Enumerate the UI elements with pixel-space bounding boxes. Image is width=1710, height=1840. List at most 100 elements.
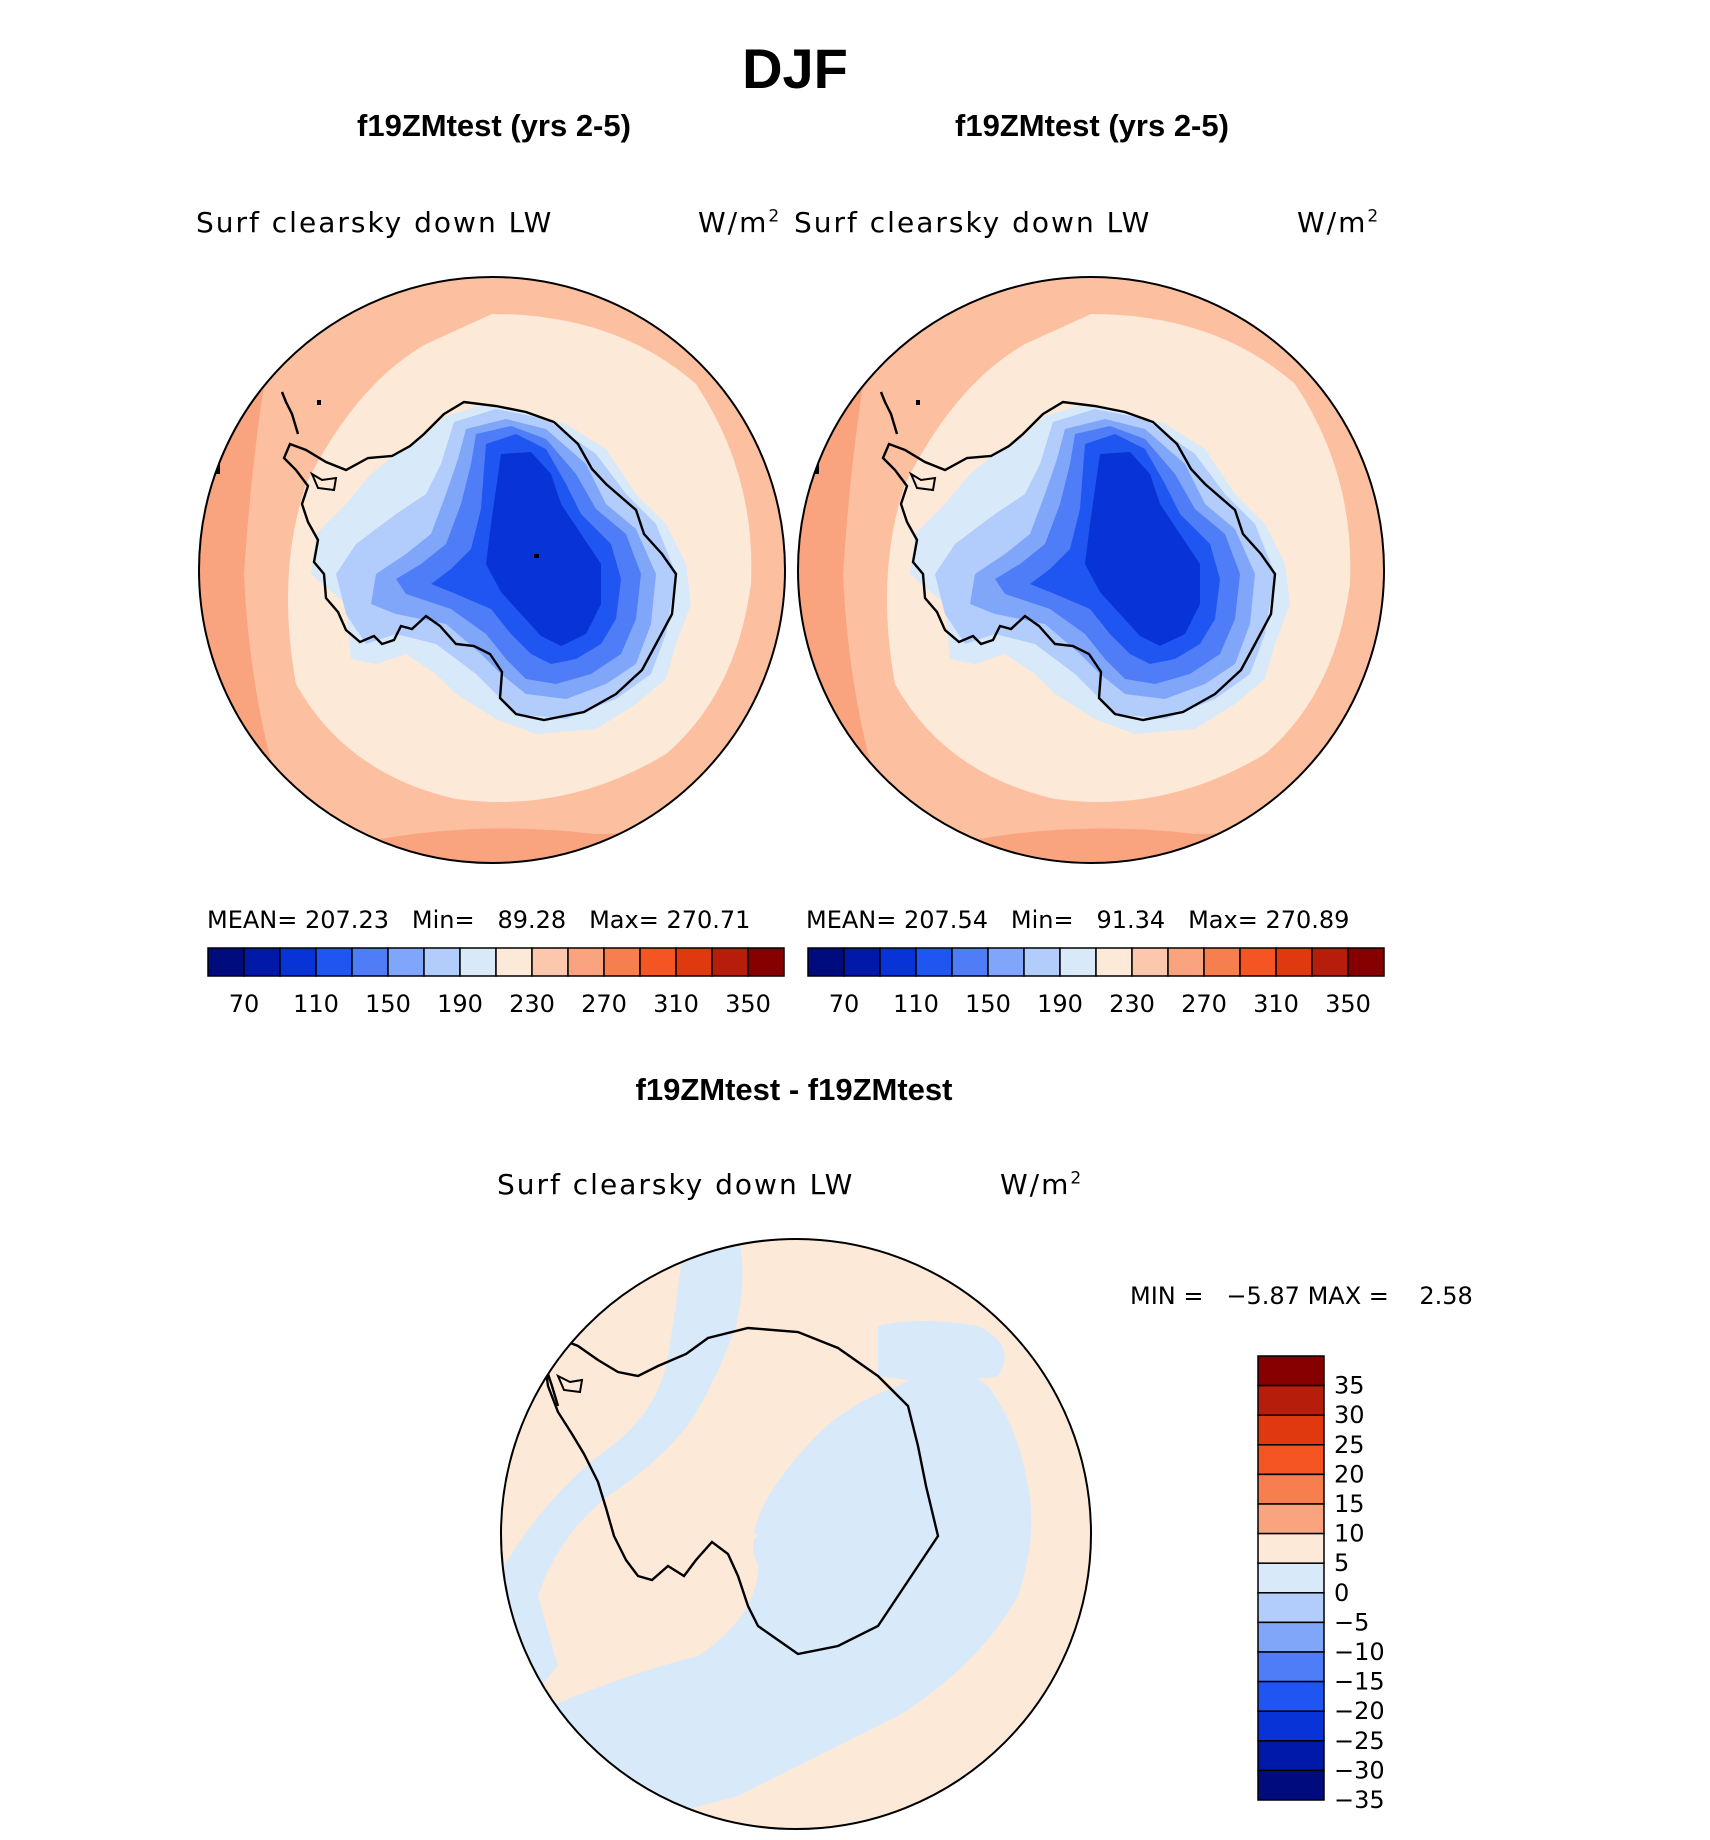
diff-colorbar-swatch <box>1257 1592 1325 1624</box>
diff-colorbar-tick-label: 25 <box>1334 1431 1365 1459</box>
diff-colorbar-swatch <box>1257 1444 1325 1476</box>
diff-max-value: 2.58 <box>1419 1282 1473 1310</box>
diff-variable: Surf clearsky down LW <box>497 1168 855 1201</box>
panel-2-stats: MEAN= 207.54 Min= 91.34 Max= 270.89 <box>806 906 1349 934</box>
diff-colorbar-swatch <box>1257 1355 1325 1387</box>
diff-colorbar-swatch <box>1257 1503 1325 1535</box>
colorbar-tick-label: 350 <box>725 990 771 1018</box>
colorbar-swatch <box>1239 947 1277 977</box>
mean-value: 207.23 <box>305 906 389 934</box>
min-label: Min= <box>411 906 475 934</box>
colorbar-tick-label: 310 <box>1253 990 1299 1018</box>
panel-1-polar-map <box>198 276 786 864</box>
colorbar-swatch <box>279 947 317 977</box>
colorbar-tick-label: 230 <box>1109 990 1155 1018</box>
colorbar-tick-label: 270 <box>581 990 627 1018</box>
contour-negative-south <box>501 1371 1032 1829</box>
interior-contour-dot <box>534 554 539 558</box>
colorbar-swatch <box>567 947 605 977</box>
diff-colorbar-tick-label: −15 <box>1334 1668 1385 1696</box>
contour-negative-west <box>501 1239 743 1756</box>
diff-min-value: −5.87 <box>1226 1282 1300 1310</box>
ice-shelf-outline <box>556 1373 584 1394</box>
colorbar-swatch <box>603 947 641 977</box>
colorbar-swatch <box>495 947 533 977</box>
diff-min-label: MIN = <box>1130 1282 1204 1310</box>
max-value: 270.89 <box>1265 906 1350 934</box>
min-label: Min= <box>1010 906 1074 934</box>
mean-value: 207.54 <box>904 906 988 934</box>
colorbar-tick-label: 190 <box>1037 990 1083 1018</box>
colorbar-swatch <box>639 947 677 977</box>
contour-110 <box>486 452 601 646</box>
diff-colorbar-tick-label: −35 <box>1334 1786 1385 1814</box>
diff-colorbar-tick-label: −25 <box>1334 1727 1385 1755</box>
diff-colorbar-swatch <box>1257 1473 1325 1505</box>
diff-colorbar-tick-label: −20 <box>1334 1697 1385 1725</box>
colorbar-tick-label: 70 <box>229 990 260 1018</box>
contour-positive-patch <box>668 1496 758 1556</box>
colorbar-swatch <box>243 947 281 977</box>
ice-shelf-outline <box>309 471 338 492</box>
colorbar-tick-label: 310 <box>653 990 699 1018</box>
island-marker <box>916 400 920 405</box>
colorbar-swatch <box>423 947 461 977</box>
colorbar-swatch <box>1059 947 1097 977</box>
colorbar-swatch <box>879 947 917 977</box>
colorbar-tick-label: 150 <box>365 990 411 1018</box>
colorbar-swatch <box>747 947 785 977</box>
panel-1-colorbar: 70 110 150 190 230 270 310 350 <box>207 947 785 1018</box>
colorbar-swatch <box>1275 947 1313 977</box>
island-marker <box>574 1328 578 1333</box>
colorbar-swatch <box>951 947 989 977</box>
diff-colorbar-swatch <box>1257 1414 1325 1446</box>
diff-colorbar-swatch <box>1257 1532 1325 1564</box>
colorbar-tick-label: 350 <box>1325 990 1371 1018</box>
colorbar-tick-label: 190 <box>437 990 483 1018</box>
colorbar-swatch <box>987 947 1025 977</box>
map-boundary <box>198 276 786 864</box>
colorbar-tick-label: 110 <box>893 990 939 1018</box>
panel-1-units: W/m2 <box>698 206 782 239</box>
colorbar-swatch <box>675 947 713 977</box>
diff-colorbar-swatch <box>1257 1680 1325 1712</box>
max-label: Max= <box>589 906 659 934</box>
colorbar-swatch <box>1095 947 1133 977</box>
diff-max-label: MAX = <box>1307 1282 1389 1310</box>
colorbar-swatch <box>1167 947 1205 977</box>
colorbar-swatch <box>1203 947 1241 977</box>
diff-colorbar-swatch <box>1257 1769 1325 1801</box>
difference-polar-map <box>500 1238 1092 1830</box>
diff-colorbar-swatch <box>1257 1384 1325 1416</box>
diff-min-max: MIN = −5.87 MAX = 2.58 <box>1130 1282 1473 1310</box>
diff-title: f19ZMtest - f19ZMtest <box>635 1072 953 1107</box>
panel-2-variable: Surf clearsky down LW <box>794 206 1152 239</box>
colorbar-swatch <box>459 947 497 977</box>
map-boundary <box>500 1238 1092 1830</box>
min-value: 91.34 <box>1096 906 1166 934</box>
colorbar-swatch <box>531 947 569 977</box>
min-value: 89.28 <box>497 906 567 934</box>
diff-colorbar-tick-label: −10 <box>1334 1638 1385 1666</box>
colorbar-swatch <box>1131 947 1169 977</box>
colorbar-swatch <box>387 947 425 977</box>
colorbar-swatch <box>351 947 389 977</box>
panel-1-variable: Surf clearsky down LW <box>196 206 554 239</box>
colorbar-tick-label: 270 <box>1181 990 1227 1018</box>
colorbar-swatch <box>807 947 845 977</box>
diff-colorbar-tick-label: −30 <box>1334 1756 1385 1784</box>
page-title: DJF <box>742 37 848 100</box>
colorbar-swatch <box>1023 947 1061 977</box>
colorbar-swatch <box>1347 947 1385 977</box>
colorbar-swatch <box>711 947 749 977</box>
colorbar-swatch <box>315 947 353 977</box>
diff-colorbar-swatch <box>1257 1562 1325 1594</box>
diff-colorbar-swatch <box>1257 1621 1325 1653</box>
colorbar-tick-label: 110 <box>293 990 339 1018</box>
max-value: 270.71 <box>666 906 751 934</box>
mean-label: MEAN= <box>806 906 897 934</box>
colorbar-swatch <box>1311 947 1349 977</box>
diff-colorbar-tick-label: 15 <box>1334 1490 1365 1518</box>
max-label: Max= <box>1188 906 1258 934</box>
